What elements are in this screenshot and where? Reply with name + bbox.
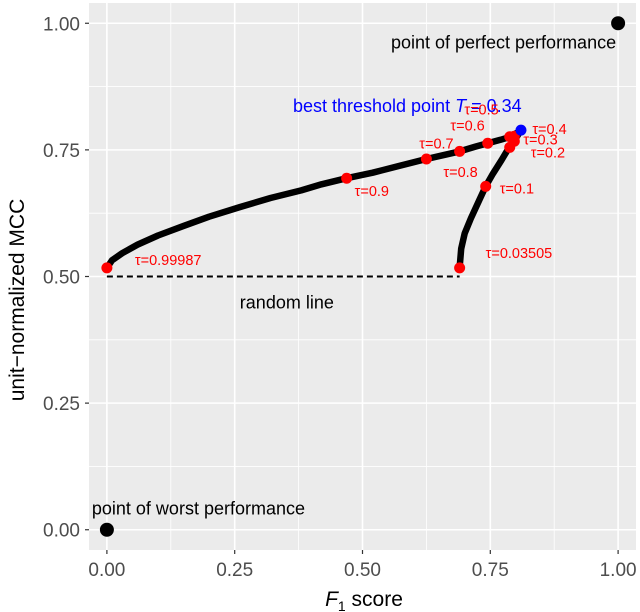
tau-point	[341, 172, 353, 184]
x-tick-label: 0.50	[344, 560, 381, 581]
tick-marks	[85, 22, 619, 554]
tau-label: τ=0.9	[355, 184, 389, 200]
tau-label: τ=0.2	[531, 145, 565, 161]
tau-label: τ=0.4	[532, 122, 566, 138]
tau-point	[480, 180, 492, 192]
curve-upper-branch	[103, 126, 525, 272]
random-line-label: random line	[240, 293, 334, 313]
tick-labels: 0.00 0.25 0.50 0.75 1.00 0.00 0.25 0.50 0.75 1.00	[43, 14, 637, 581]
tau-label: τ=0.1	[500, 181, 534, 197]
y-tick-label: 0.00	[43, 521, 80, 542]
x-tick-label: 0.25	[216, 560, 253, 581]
y-tick-label: 0.75	[43, 141, 80, 162]
tau-label: τ=0.3	[523, 132, 557, 148]
tau-point	[101, 262, 113, 274]
x-axis-title-rest: score	[346, 588, 403, 611]
x-axis-title: F1 score	[325, 588, 403, 612]
perfect-performance-label: point of perfect performance	[391, 32, 616, 52]
tau-label: τ=0.99987	[135, 253, 202, 269]
y-axis-title: unit−normalized MCC	[6, 199, 29, 402]
perfect-performance-point	[611, 16, 626, 31]
tau-point	[482, 137, 494, 149]
tau-label: τ=0.5	[464, 103, 498, 119]
tau-label: τ=0.7	[419, 136, 453, 152]
y-tick-label: 1.00	[43, 14, 80, 35]
x-tick-label: 0.75	[472, 560, 509, 581]
tau-point	[504, 141, 516, 153]
worst-performance-label: point of worst performance	[92, 499, 305, 519]
threshold-points	[99, 16, 626, 537]
tau-point	[454, 145, 466, 157]
x-tick-label: 0.00	[88, 560, 125, 581]
best-threshold-point	[515, 124, 527, 136]
y-tick-label: 0.50	[43, 268, 80, 289]
tau-label: τ=0.8	[443, 165, 477, 181]
best-threshold-label: best threshold point T = 0.34	[293, 96, 522, 116]
tau-point	[454, 262, 466, 274]
y-tick-label: 0.25	[43, 394, 80, 415]
worst-performance-point	[99, 522, 114, 537]
x-tick-label: 1.00	[600, 560, 637, 581]
x-axis-title-subscript: 1	[338, 598, 346, 612]
tau-label: τ=0.6	[450, 118, 484, 134]
annotation-labels: point of perfect performance point of wor…	[92, 32, 616, 518]
x-axis-title-main: F	[325, 588, 339, 611]
tau-label: τ=0.03505	[486, 246, 553, 262]
tau-point	[420, 153, 432, 165]
